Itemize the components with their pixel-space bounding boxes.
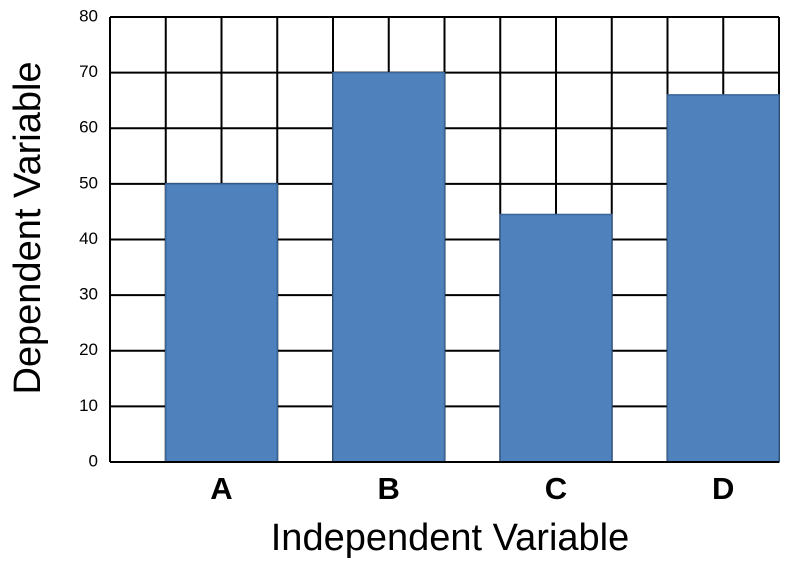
y-tick-label: 10 xyxy=(79,396,98,415)
y-tick-label: 40 xyxy=(79,229,98,248)
x-axis-title: Independent Variable xyxy=(271,517,629,559)
y-tick-label: 30 xyxy=(79,285,98,304)
y-tick-label: 20 xyxy=(79,340,98,359)
y-tick-label: 0 xyxy=(89,451,98,470)
bar xyxy=(165,183,278,463)
x-tick-label: D xyxy=(712,471,734,506)
x-tick-label: A xyxy=(210,471,232,506)
y-tick-label: 70 xyxy=(79,62,98,81)
y-axis-title: Dependent Variable xyxy=(7,61,49,394)
bar xyxy=(666,94,780,463)
x-tick-label: C xyxy=(545,471,567,506)
y-tick-label: 50 xyxy=(79,173,98,192)
y-tick-label: 60 xyxy=(79,118,98,137)
y-tick-label: 80 xyxy=(79,6,98,25)
bar xyxy=(499,213,613,463)
x-tick-label: B xyxy=(378,471,400,506)
bar xyxy=(332,71,446,463)
